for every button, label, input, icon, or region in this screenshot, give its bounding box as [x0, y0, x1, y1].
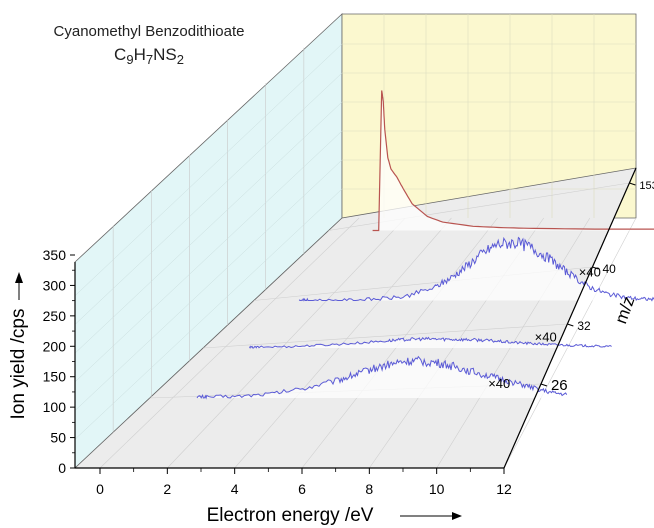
y-axis-arrow — [15, 272, 23, 300]
formula-sub-7: 7 — [146, 52, 153, 67]
series-line — [196, 355, 568, 400]
formula-sub-9: 9 — [126, 52, 133, 67]
y-tick-label: 100 — [43, 399, 67, 415]
z-tick-mark — [629, 182, 636, 186]
x-axis-arrow — [400, 512, 462, 520]
formula-h: H — [134, 45, 146, 64]
formula-c: C — [114, 45, 126, 64]
y-tick-label: 0 — [58, 460, 66, 476]
sidewall-gridline — [74, 101, 343, 354]
y-tick-label: 150 — [43, 369, 67, 385]
y-ticks: 0 50 100 150 200 250 300 350 — [43, 247, 75, 476]
sidewall-gridline — [74, 159, 343, 411]
series-multiplier-label: ×40 — [535, 329, 557, 344]
series-fill — [196, 356, 567, 398]
x-tick-label: 8 — [365, 481, 373, 497]
wall-grid — [74, 14, 636, 440]
sidewall-gridline — [74, 43, 343, 296]
y-tick-label: 300 — [43, 277, 67, 293]
z-tick-label: 40 — [602, 262, 616, 276]
x-tick-label: 0 — [96, 481, 104, 497]
y-tick-label: 200 — [43, 338, 67, 354]
floor-gridline — [167, 217, 406, 469]
x-tick-label: 2 — [163, 481, 171, 497]
series-layer: ×40×40×40 — [196, 90, 654, 400]
floor-gridline — [503, 217, 637, 469]
x-ticks: 0 2 4 6 8 10 12 — [96, 468, 512, 497]
y-tick-label: 350 — [43, 247, 67, 263]
z-tick-label: 153 — [639, 180, 654, 192]
chart-title: Cyanomethyl Benzodithioate — [54, 23, 245, 40]
x-tick-label: 6 — [298, 481, 306, 497]
x-tick-label: 10 — [429, 481, 445, 497]
z-tick-mark — [592, 266, 599, 270]
sidewall-gridline — [74, 130, 343, 383]
z-axis-line — [503, 167, 637, 469]
sidewall-gridline — [74, 72, 343, 325]
y-tick-label: 250 — [43, 308, 67, 324]
series-line — [248, 336, 612, 349]
z-tick-mark — [567, 323, 574, 327]
x-axis-label: Electron energy /eV — [207, 505, 374, 526]
formula-sub-2: 2 — [177, 52, 184, 67]
z-tick-label: 26 — [551, 377, 568, 394]
chart-formula: C9H7NS2 — [114, 45, 184, 67]
sidewall-gridline — [74, 188, 343, 440]
floor-gridline — [203, 323, 568, 349]
series-line — [298, 236, 654, 302]
floor-gridline — [99, 217, 360, 469]
series-fill — [299, 237, 654, 301]
x-tick-label: 4 — [231, 481, 239, 497]
y-axis-label: Ion yield /cps — [8, 309, 29, 420]
z-tick-label: 32 — [577, 319, 591, 333]
series-multiplier-label: ×40 — [488, 376, 510, 391]
x-tick-label: 12 — [496, 481, 512, 497]
series-line — [372, 90, 654, 232]
z-tick-mark — [540, 383, 548, 387]
series-fill — [372, 90, 654, 231]
formula-ns: NS — [153, 45, 177, 64]
z-ticks: 26 32 40 153 — [540, 180, 654, 394]
y-tick-label: 50 — [50, 430, 66, 446]
